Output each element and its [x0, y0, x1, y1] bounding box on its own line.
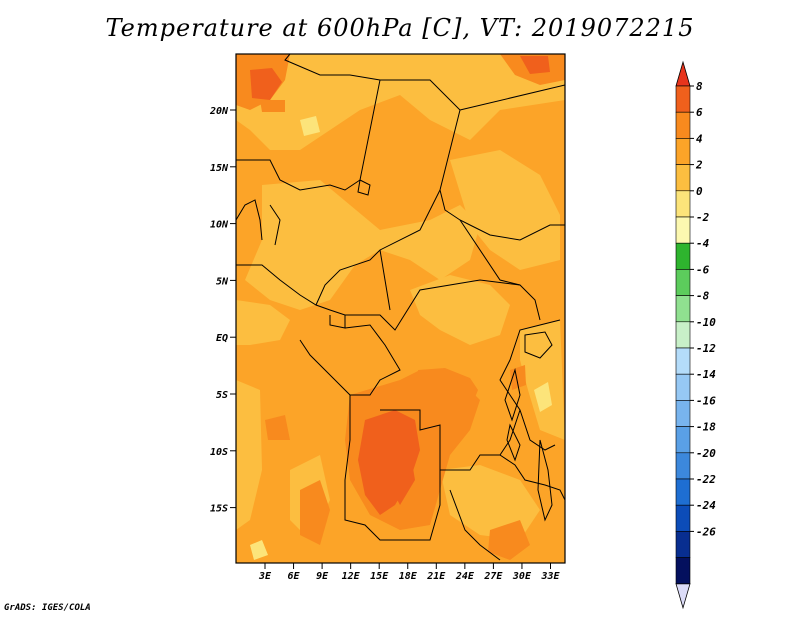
lon-label: 24E	[455, 571, 475, 582]
lon-label: 6E	[288, 571, 301, 582]
lat-label: 15S	[210, 504, 228, 515]
lat-label: 10N	[210, 220, 229, 231]
colorbar-label: 2	[695, 159, 703, 172]
lat-label: 5S	[216, 390, 228, 401]
colorbar-swatch	[675, 557, 691, 585]
colorbar-label: 0	[696, 185, 703, 198]
colorbar-swatch	[675, 138, 691, 165]
colorbar-swatch	[675, 295, 691, 323]
map-title: Temperature at 600hPa [C], VT: 201907221…	[105, 14, 695, 42]
grads-credit: GrADS: IGES/COLA	[4, 603, 91, 613]
colorbar-label: 8	[696, 80, 703, 93]
colorbar-swatch	[675, 242, 691, 270]
longitude-ticks: 3E 6E 9E 12E 15E 18E 21E 24E 27E 30E 33E	[258, 563, 561, 582]
hot-regions	[250, 56, 550, 515]
colorbar-swatch	[675, 164, 691, 192]
colorbar-label: -12	[696, 342, 716, 355]
colorbar-label: -22	[696, 473, 716, 486]
latitude-ticks: 20N 15N 10N 5N EQ 5S 10S 15S	[209, 106, 236, 515]
lat-label: 20N	[209, 106, 229, 117]
lon-label: 33E	[540, 571, 560, 582]
lon-label: 30E	[512, 571, 532, 582]
colorbar-swatch	[675, 85, 691, 113]
colorbar-swatch	[675, 531, 691, 558]
colorbar-swatch	[675, 426, 691, 454]
colorbar-label: -6	[696, 263, 710, 276]
colorbar-label: -26	[696, 525, 716, 538]
lon-label: 18E	[399, 571, 418, 582]
lon-label: 9E	[316, 571, 329, 582]
lat-label: 5N	[216, 276, 229, 287]
lon-label: 15E	[370, 571, 389, 582]
colorbar-swatch	[675, 504, 691, 532]
colorbar-swatch	[675, 321, 691, 349]
colorbar-label: -24	[696, 499, 716, 512]
colorbar-swatch	[675, 373, 691, 401]
colorbar-top-arrow	[675, 60, 691, 87]
pale-regions	[250, 116, 552, 560]
colorbar-label: -20	[696, 447, 716, 460]
colorbar-bottom-arrow	[675, 583, 691, 610]
colorbar-label: -14	[696, 368, 716, 381]
colorbar-label: -8	[696, 290, 710, 303]
map-fill	[236, 54, 565, 563]
colorbar-swatch	[675, 400, 691, 427]
lat-label: 15N	[210, 163, 229, 174]
borders	[236, 54, 565, 561]
colorbar-swatch	[675, 111, 691, 139]
lon-label: 27E	[483, 571, 503, 582]
map-frame	[235, 53, 566, 564]
colorbar-swatch	[675, 216, 691, 244]
colorbar-swatch	[675, 452, 691, 480]
colorbar-swatch	[675, 269, 691, 296]
lon-label: 21E	[426, 571, 446, 582]
lon-label: 3E	[258, 571, 272, 582]
colorbar-swatch	[675, 347, 691, 375]
lakes	[357, 179, 553, 522]
colorbar-label: -18	[696, 421, 716, 434]
colorbar-swatch	[675, 190, 691, 218]
colorbar-label: -4	[696, 237, 710, 250]
colorbar-label: 6	[696, 106, 703, 119]
lon-label: 12E	[342, 571, 361, 582]
colorbar-label: -2	[696, 211, 710, 224]
colorbar-label: -16	[696, 394, 716, 407]
lat-label: 10S	[210, 447, 228, 458]
colorbar-label: 4	[696, 132, 703, 145]
colorbar-swatch	[675, 478, 691, 506]
colorbar: 8 6 4 2 0 -2 -4 -6 -8 -10 -12 -14 -16 -18 -20 -22 -24 -26	[675, 60, 716, 610]
lat-label: EQ	[216, 333, 228, 344]
colorbar-label: -10	[696, 316, 716, 329]
